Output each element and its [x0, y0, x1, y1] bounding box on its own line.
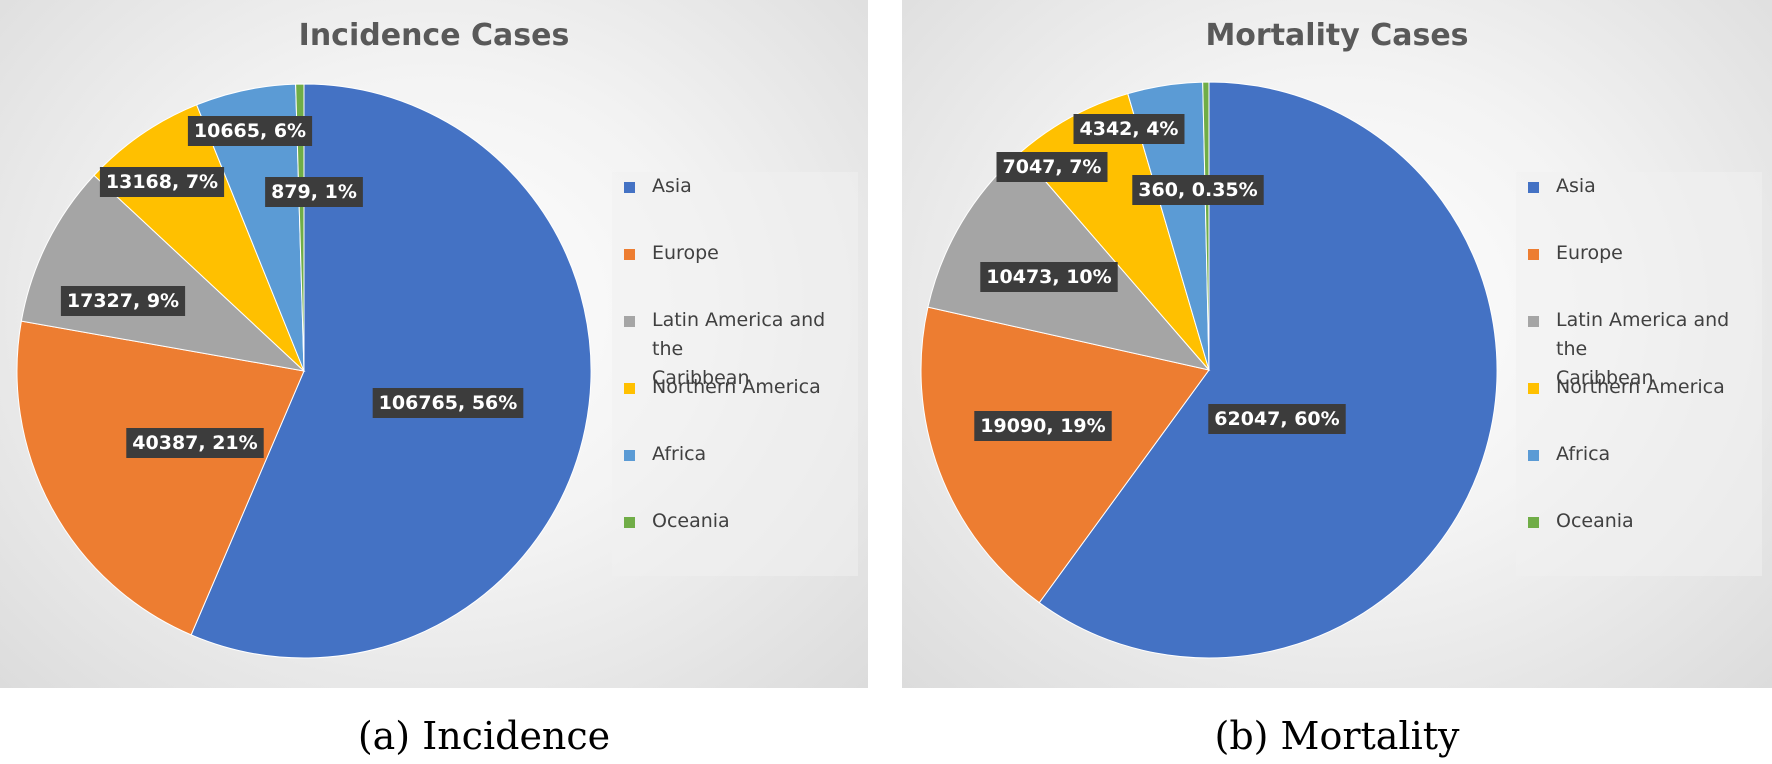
- legend-label: Oceania: [652, 507, 862, 536]
- data-label-background: [1208, 404, 1346, 434]
- legend-swatch: [1528, 383, 1539, 394]
- data-label-background: [980, 262, 1118, 292]
- data-label-asia: 62047, 60%: [1208, 404, 1346, 434]
- caption-mortality: (b) Mortality: [1214, 714, 1460, 758]
- data-label-text: 13168, 7%: [106, 171, 218, 193]
- pie-slice-latin-america-and-the-caribbean: [20, 174, 306, 372]
- legend-label: Latin America and the Caribbean: [1556, 306, 1766, 393]
- data-label-latin-america-and-the-caribbean: 17327, 9%: [60, 286, 186, 316]
- incidence-legend: Asia Europe Latin America and the Caribbean…: [612, 172, 858, 576]
- pie-slice-europe: [16, 320, 305, 636]
- legend-swatch: [624, 383, 635, 394]
- legend-label-line: Asia: [652, 175, 692, 197]
- legend-swatch: [1528, 450, 1539, 461]
- data-label-text: 7047, 7%: [1003, 156, 1102, 178]
- data-label-text: 40387, 21%: [132, 432, 257, 454]
- data-label-africa: 10665, 6%: [187, 116, 313, 146]
- data-label-text: 17327, 9%: [67, 290, 179, 312]
- legend-swatch: [624, 249, 635, 260]
- legend-label: Asia: [652, 172, 862, 201]
- legend-swatch: [624, 450, 635, 461]
- legend-label-line: Latin America and the: [652, 309, 826, 360]
- mortality-legend: Asia Europe Latin America and the Caribbean…: [1516, 172, 1762, 576]
- data-label-oceania: 360, 0.35%: [1132, 175, 1264, 205]
- legend-label: Northern America: [1556, 373, 1766, 402]
- data-label-background: [974, 411, 1112, 441]
- data-label-asia: 106765, 56%: [372, 388, 524, 418]
- legend-label: Asia: [1556, 172, 1766, 201]
- data-label-background: [1073, 114, 1185, 144]
- pie-slice-europe: [920, 306, 1210, 604]
- legend-label-line: Asia: [1556, 175, 1596, 197]
- data-label-background: [99, 167, 225, 197]
- data-label-background: [265, 177, 363, 207]
- data-label-europe: 19090, 19%: [974, 411, 1112, 441]
- legend-label-line: Africa: [1556, 443, 1611, 465]
- legend-label-line: Oceania: [652, 510, 730, 532]
- legend-swatch: [1528, 249, 1539, 260]
- legend-label: Europe: [652, 239, 862, 268]
- data-label-background: [996, 152, 1108, 182]
- legend-label-line: Europe: [652, 242, 719, 264]
- data-label-background: [1132, 175, 1264, 205]
- data-label-northern-america: 7047, 7%: [996, 152, 1108, 182]
- data-label-text: 879, 1%: [271, 181, 357, 203]
- legend-label-line: Northern America: [1556, 376, 1725, 398]
- data-label-text: 4342, 4%: [1080, 118, 1179, 140]
- legend-swatch: [1528, 182, 1539, 193]
- legend-label-line: Europe: [1556, 242, 1623, 264]
- data-label-text: 10473, 10%: [986, 266, 1111, 288]
- legend-swatch: [1528, 316, 1539, 327]
- data-label-text: 360, 0.35%: [1138, 179, 1257, 201]
- legend-swatch: [624, 517, 635, 528]
- data-label-latin-america-and-the-caribbean: 10473, 10%: [980, 262, 1118, 292]
- legend-label-line: Oceania: [1556, 510, 1634, 532]
- data-label-background: [126, 428, 264, 458]
- legend-swatch: [1528, 517, 1539, 528]
- pie-slice-asia: [1038, 81, 1498, 659]
- legend-label: Latin America and the Caribbean: [652, 306, 862, 393]
- legend-label: Africa: [1556, 440, 1766, 469]
- data-label-africa: 4342, 4%: [1073, 114, 1185, 144]
- legend-label-line: Northern America: [652, 376, 821, 398]
- mortality-pie-chart: 62047, 60% 19090, 19% 10473, 10% 7047, 7% 43…: [920, 81, 1498, 659]
- pie-slice-oceania: [1202, 81, 1210, 371]
- data-label-oceania: 879, 1%: [265, 177, 363, 207]
- caption-incidence: (a) Incidence: [357, 714, 611, 758]
- data-label-background: [187, 116, 313, 146]
- legend-label-line: Caribbean: [1556, 367, 1654, 389]
- data-label-background: [60, 286, 186, 316]
- chart-title: Incidence Cases: [298, 18, 570, 53]
- legend-label-line: Latin America and the: [1556, 309, 1730, 360]
- chart-title: Mortality Cases: [1205, 18, 1469, 53]
- data-label-background: [372, 388, 524, 418]
- legend-label: Oceania: [1556, 507, 1766, 536]
- legend-label-line: Caribbean: [652, 367, 750, 389]
- pie-slice-asia: [190, 83, 592, 659]
- incidence-chart-panel: Incidence Cases 106765, 56% 40387, 21% 173…: [0, 0, 868, 688]
- legend-swatch: [624, 316, 635, 327]
- legend-swatch: [624, 182, 635, 193]
- data-label-europe: 40387, 21%: [126, 428, 264, 458]
- data-label-text: 19090, 19%: [980, 415, 1105, 437]
- legend-label-line: Africa: [652, 443, 707, 465]
- data-label-text: 62047, 60%: [1214, 408, 1339, 430]
- data-label-text: 10665, 6%: [194, 120, 306, 142]
- data-label-northern-america: 13168, 7%: [99, 167, 225, 197]
- incidence-pie-chart: 106765, 56% 40387, 21% 17327, 9% 13168, 7% 1…: [16, 83, 592, 659]
- pie-slice-oceania: [295, 83, 305, 372]
- legend-label: Africa: [652, 440, 862, 469]
- data-label-text: 106765, 56%: [379, 392, 518, 414]
- legend-label: Europe: [1556, 239, 1766, 268]
- legend-label: Northern America: [652, 373, 862, 402]
- mortality-chart-panel: Mortality Cases 62047, 60% 19090, 19% 1047…: [902, 0, 1772, 688]
